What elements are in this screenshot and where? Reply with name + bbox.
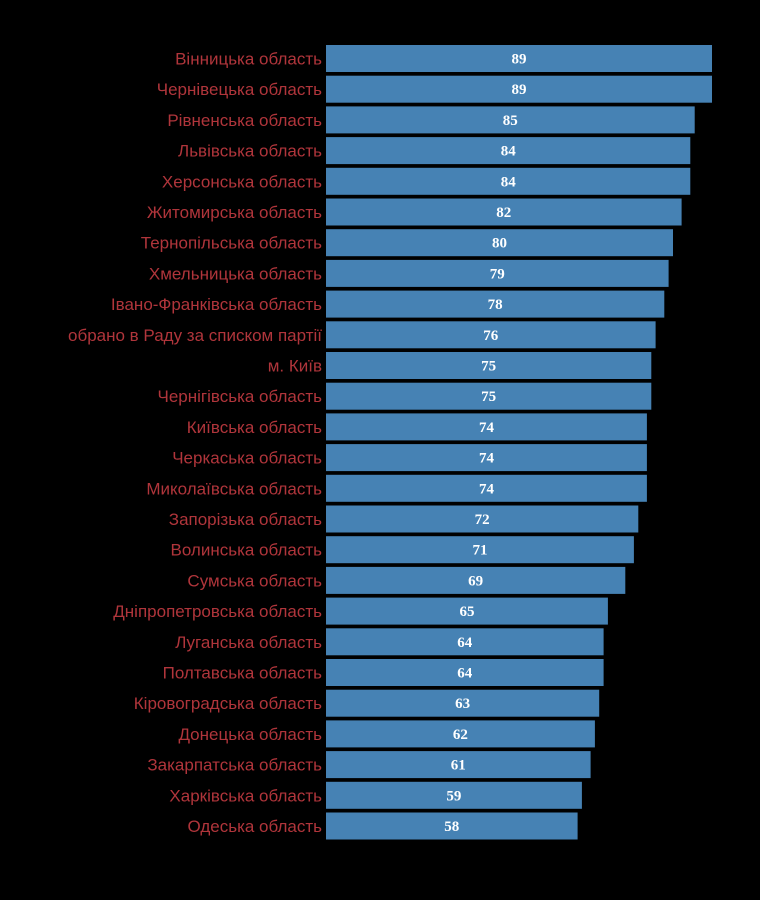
data-label: 64 [457, 666, 473, 682]
data-label: 63 [455, 696, 470, 712]
data-label: 74 [479, 420, 495, 436]
bar [326, 290, 665, 318]
bar [326, 413, 647, 441]
bar [326, 689, 600, 717]
data-label: 75 [481, 389, 496, 405]
bar [326, 198, 682, 226]
category-label: Донецька область [178, 725, 322, 744]
bar [326, 75, 712, 103]
category-label: Хмельницька область [149, 264, 322, 283]
value-labels: 89 89 85 84 84 82 80 79 78 76 75 75 74 74 74 72 71 69 65 64… [444, 52, 526, 836]
bar [326, 474, 647, 502]
data-label: 85 [503, 113, 518, 129]
data-label: 84 [501, 174, 517, 190]
bar [326, 751, 591, 779]
data-label: 76 [483, 328, 499, 344]
category-label: Івано-Франківська область [111, 295, 322, 314]
category-label: Запорізька область [169, 510, 322, 529]
data-label: 84 [501, 144, 517, 160]
category-label: Закарпатська область [147, 756, 322, 775]
data-label: 80 [492, 236, 507, 252]
category-label: Полтавська область [163, 664, 323, 683]
category-label: Кіровоградська область [134, 694, 322, 713]
bar [326, 45, 712, 72]
bar [326, 536, 634, 564]
category-label: Тернопільська область [141, 234, 322, 253]
data-label: 58 [444, 819, 459, 835]
category-label: Житомирська область [147, 203, 322, 222]
category-label: Чернівецька область [157, 80, 322, 99]
bar [326, 566, 626, 594]
category-label: Київська область [187, 418, 322, 437]
data-label: 89 [512, 52, 527, 68]
bar [326, 781, 582, 809]
data-label: 78 [488, 297, 503, 313]
data-label: 72 [475, 512, 490, 528]
bar [326, 444, 647, 472]
data-label: 59 [446, 788, 461, 804]
category-label: Вінницька область [175, 50, 322, 69]
bar [326, 382, 652, 410]
bar [326, 229, 673, 257]
bar [326, 106, 695, 134]
bar [326, 505, 639, 533]
data-label: 74 [479, 451, 495, 467]
category-label: Луганська область [175, 633, 322, 652]
data-label: 74 [479, 481, 495, 497]
data-label: 62 [453, 727, 468, 743]
data-label: 71 [473, 543, 488, 559]
category-label: Одеська область [187, 817, 322, 836]
category-label: обрано в Раду за списком партії [68, 326, 322, 345]
bar [326, 597, 608, 625]
bar [326, 812, 578, 840]
category-label: Львівська область [178, 142, 322, 161]
bars [326, 45, 712, 840]
bar [326, 137, 691, 165]
data-label: 65 [460, 604, 475, 620]
category-label: Дніпропетровська область [113, 602, 322, 621]
category-label: м. Київ [268, 357, 322, 376]
bar [326, 720, 595, 748]
category-label: Волинська область [170, 541, 322, 560]
category-label: Рівненська область [167, 111, 322, 130]
category-labels: Вінницька область Чернівецька область Рівн… [68, 50, 322, 837]
category-label: Сумська область [187, 571, 322, 590]
bar [326, 659, 604, 686]
bar [326, 352, 652, 379]
data-label: 69 [468, 573, 483, 589]
category-label: Миколаївська область [146, 479, 322, 498]
category-label: Черкаська область [172, 449, 322, 468]
bar [326, 628, 604, 656]
data-label: 61 [451, 758, 466, 774]
bar [326, 259, 669, 287]
category-label: Харківська область [169, 786, 322, 805]
data-label: 82 [496, 205, 511, 221]
data-label: 64 [457, 635, 473, 651]
category-label: Чернігівська область [157, 387, 322, 406]
category-label: Херсонська область [162, 172, 322, 191]
data-label: 89 [512, 82, 527, 98]
bar [326, 167, 691, 195]
bar [326, 321, 656, 349]
data-label: 79 [490, 266, 505, 282]
data-label: 75 [481, 359, 496, 375]
